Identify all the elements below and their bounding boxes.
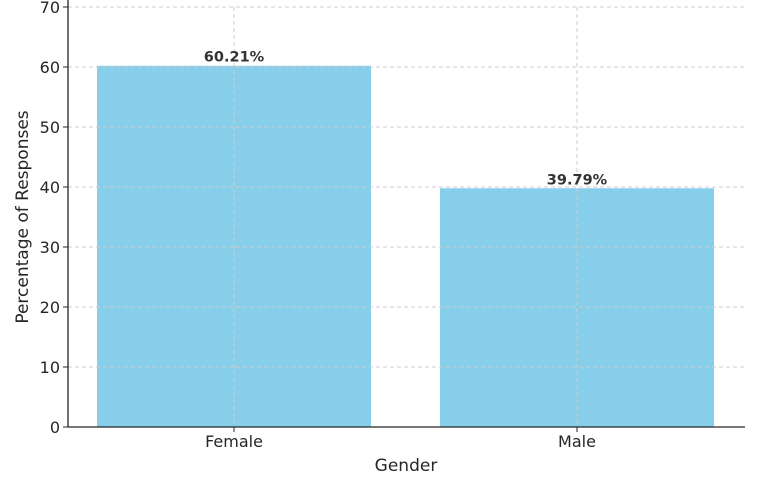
x-ticks: Female Male (205, 427, 596, 451)
data-labels: 60.21% 39.79% (204, 50, 608, 189)
x-tick-label-male: Male (558, 432, 596, 451)
y-tick-label-30: 30 (40, 238, 60, 257)
axes (67, 0, 745, 428)
y-tick-label-20: 20 (40, 298, 60, 317)
y-ticks: 0 10 20 30 40 50 60 70 (40, 0, 68, 437)
x-tick-label-female: Female (205, 432, 263, 451)
data-label-female: 60.21% (204, 50, 265, 66)
bars (97, 65, 714, 428)
y-axis-label: Percentage of Responses (13, 110, 33, 323)
y-tick-label-70: 70 (40, 0, 60, 17)
y-tick-label-50: 50 (40, 118, 60, 137)
data-label-male: 39.79% (547, 172, 608, 188)
grid (68, 6, 745, 427)
y-tick-label-40: 40 (40, 178, 60, 197)
y-tick-label-60: 60 (40, 58, 60, 77)
y-tick-label-0: 0 (50, 418, 60, 437)
y-tick-label-10: 10 (40, 358, 60, 377)
x-axis-label: Gender (375, 456, 438, 476)
